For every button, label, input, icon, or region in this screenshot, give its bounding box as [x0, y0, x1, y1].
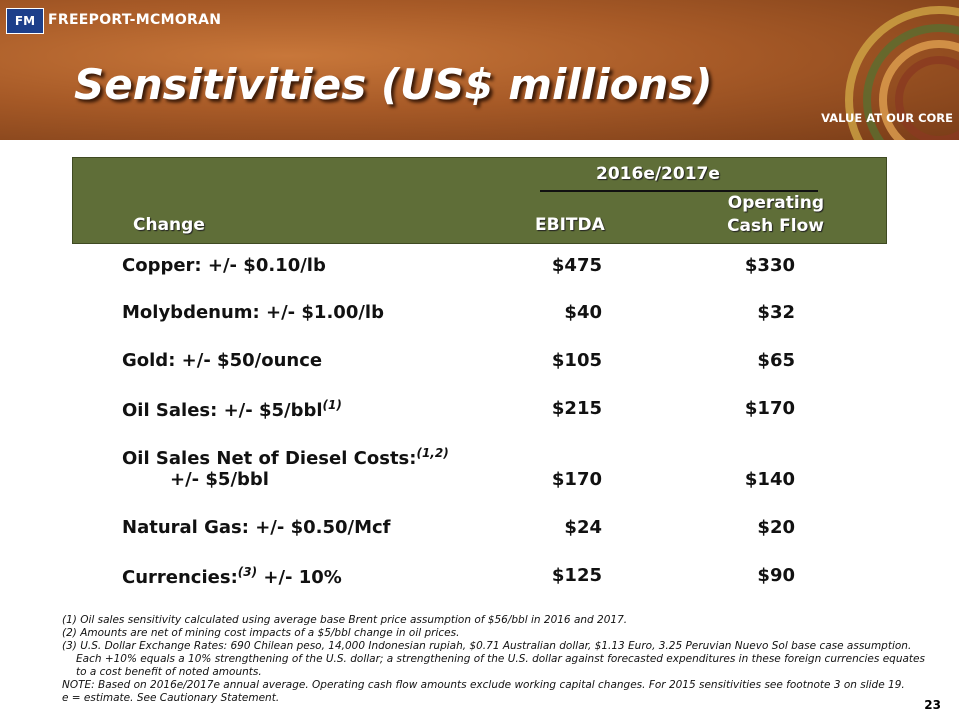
company-name: FREEPORT-MCMORAN — [48, 12, 222, 28]
label-text: Gold: +/- $50/ounce — [122, 350, 323, 371]
footnote: (3) U.S. Dollar Exchange Rates: 690 Chil… — [62, 640, 925, 678]
row-label: Gold: +/- $50/ounce — [122, 350, 322, 371]
label-text: Copper: +/- $0.10/lb — [122, 255, 326, 276]
ebitda-value: $215 — [551, 398, 602, 419]
ebitda-value: $40 — [564, 302, 602, 323]
footnote: (1) Oil sales sensitivity calculated usi… — [62, 614, 628, 626]
row-label: Molybdenum: +/- $1.00/lb — [122, 302, 384, 323]
ebitda-value: $125 — [551, 565, 602, 586]
slide-title: Sensitivities (US$ millions) — [74, 60, 713, 109]
row-label: Oil Sales Net of Diesel Costs:(1,2) — [122, 446, 449, 469]
row-label: Oil Sales: +/- $5/bbl(1) — [122, 398, 342, 421]
footnote: (2) Amounts are net of mining cost impac… — [62, 627, 460, 639]
footnotes: (1) Oil sales sensitivity calculated usi… — [62, 614, 932, 705]
label-text: +/- 10% — [257, 567, 342, 588]
group-header: 2016e/2017e — [596, 164, 720, 184]
label-text: Natural Gas: +/- $0.50/Mcf — [122, 517, 391, 538]
label-text: Currencies: — [122, 567, 238, 588]
ocf-value: $140 — [744, 469, 795, 490]
col-ebitda: EBITDA — [535, 215, 605, 235]
label-footnote-ref: (1,2) — [416, 446, 449, 460]
ebitda-value: $475 — [551, 255, 602, 276]
ebitda-value: $105 — [551, 350, 602, 371]
row-label: Natural Gas: +/- $0.50/Mcf — [122, 517, 391, 538]
page-number: 23 — [924, 698, 941, 712]
footnote: NOTE: Based on 2016e/2017e annual averag… — [62, 679, 905, 691]
tagline: VALUE AT OUR CORE — [821, 111, 953, 125]
ebitda-value: $170 — [551, 469, 602, 490]
ocf-value: $20 — [757, 517, 795, 538]
logo: FM — [6, 8, 44, 34]
label-text: Oil Sales: +/- $5/bbl — [122, 400, 323, 421]
row-label: Copper: +/- $0.10/lb — [122, 255, 326, 276]
footnote: e = estimate. See Cautionary Statement. — [62, 692, 280, 704]
ocf-value: $90 — [757, 565, 795, 586]
ocf-value: $65 — [757, 350, 795, 371]
label-footnote-ref: (1) — [322, 398, 342, 412]
col-change: Change — [133, 215, 205, 235]
label-footnote-ref: (3) — [237, 565, 258, 579]
ocf-value: $32 — [757, 302, 795, 323]
row-label-line2: +/- $5/bbl — [170, 469, 269, 490]
group-rule — [540, 190, 818, 192]
row-label: Currencies:(3) +/- 10% — [122, 565, 342, 588]
col-ocf: Operating Cash Flow — [714, 192, 824, 238]
header-band — [0, 0, 959, 140]
table-header — [72, 157, 887, 244]
ebitda-value: $24 — [564, 517, 602, 538]
ocf-value: $170 — [744, 398, 795, 419]
col-ocf-line: Cash Flow — [727, 216, 824, 236]
ocf-value: $330 — [744, 255, 795, 276]
decor-arcs — [845, 6, 959, 140]
label-text: Oil Sales Net of Diesel Costs: — [122, 448, 417, 469]
label-text: Molybdenum: +/- $1.00/lb — [122, 302, 384, 323]
col-ocf-line: Operating — [727, 193, 824, 213]
